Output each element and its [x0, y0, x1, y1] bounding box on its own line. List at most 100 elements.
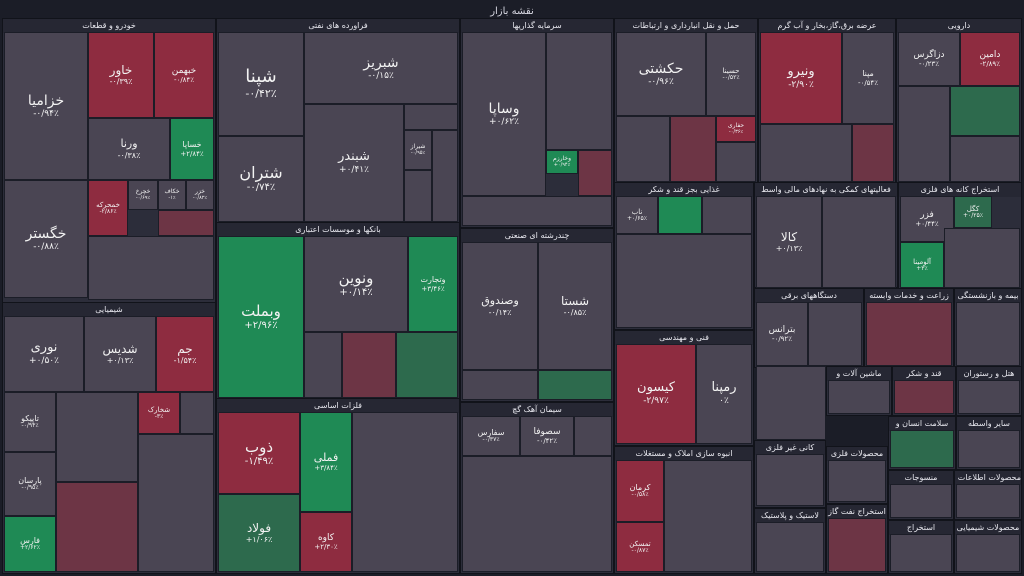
stock-name: فارس — [20, 535, 40, 545]
sector-label-textile: منسوجات — [889, 471, 953, 485]
stock-tile-jam[interactable]: جم -۱/۵۴٪ — [156, 316, 214, 392]
stock-tile-faras[interactable]: فارس +۲/۶۲٪ — [4, 516, 56, 572]
stock-tile-shetran[interactable]: شتران -۰/۷۴٪ — [218, 136, 304, 222]
stock-tile-shebandar[interactable]: شبندر +۰/۴۱٪ — [304, 104, 404, 222]
stock-tile-tamasken[interactable]: تمسکن -۰/۸۷٪ — [616, 522, 664, 572]
stock-change: +۳/۴۶٪ — [421, 284, 445, 293]
stock-tile-vaniro[interactable]: ونیرو -۲/۹۰٪ — [760, 32, 842, 124]
filler-nonmetal — [756, 454, 824, 506]
stock-tile-kaveh[interactable]: کاوه +۲/۳۰٪ — [300, 512, 352, 572]
stock-tile-vesandoogh[interactable]: وصندوق -۰/۱۴٪ — [462, 242, 538, 370]
stock-change: -۰/۹۶٪ — [648, 76, 674, 87]
stock-change: -۰/۵۲٪ — [722, 73, 740, 81]
stock-tile-hefari[interactable]: حفاری -۰/۳۶٪ — [716, 116, 756, 142]
stock-tile-kerman[interactable]: کرمان -۰/۵۸٪ — [616, 460, 664, 522]
sector-label-coal: استخراج — [889, 521, 953, 535]
stock-tile-khesapa[interactable]: خساپا +۲/۸۴٪ — [170, 118, 214, 180]
sector-label-engineering: فنی و مهندسی — [615, 331, 753, 345]
stock-tile-dezagros[interactable]: دزاگرس -۰/۲۳٪ — [898, 32, 960, 86]
stock-tile-mapna[interactable]: مپنا -۰/۵۴٪ — [842, 32, 894, 124]
filler-food — [658, 196, 702, 234]
stock-tile-zob[interactable]: ذوب -۱/۴۹٪ — [218, 412, 300, 494]
sector-label-oil: فراورده های نفتی — [217, 19, 459, 33]
stock-tile-shedis[interactable]: شدیس +۰/۱۳٪ — [84, 316, 156, 392]
stock-change: +۰/۴۱٪ — [339, 165, 369, 176]
stock-change: -۰/۹۴٪ — [21, 422, 39, 430]
stock-tile-damin[interactable]: دامین -۲/۸۹٪ — [960, 32, 1020, 86]
stock-tile-khavar[interactable]: خاور -۰/۳۹٪ — [88, 32, 154, 118]
sector-label-mineral: استخراج کانه های فلزی — [899, 183, 1021, 197]
stock-tile-khazamia[interactable]: خزامیا -۰/۹۴٪ — [4, 32, 88, 180]
stock-tile-shekharak[interactable]: شخارک -۳٪ — [138, 392, 180, 434]
stock-tile-khezar[interactable]: خزر -۰/۸۲٪ — [186, 180, 214, 210]
stock-tile-vebemellat[interactable]: وبملت +۲/۹۶٪ — [218, 236, 304, 398]
stock-tile-shasta[interactable]: شستا -۰/۸۵٪ — [538, 242, 612, 370]
stock-change: +۳/۸۴٪ — [314, 464, 338, 473]
filler-pharma-2 — [950, 86, 1020, 136]
stock-tile-khemohrke[interactable]: خمحرکه -۲/۸۶٪ — [88, 180, 128, 236]
stock-tile-shiraz[interactable]: شیراز -۰/۹۵٪ — [404, 130, 432, 170]
stock-tile-fameli[interactable]: فملی +۳/۸۴٪ — [300, 412, 352, 512]
stock-name: شبریز — [363, 54, 399, 71]
stock-name: شیراز — [410, 142, 426, 150]
stock-tile-varena[interactable]: ورنا -۰/۳۸٪ — [88, 118, 170, 180]
stock-name: تمسکن — [629, 539, 651, 548]
stock-name: وبملت — [241, 301, 281, 320]
sector-label-bank: بانکها و موسسات اعتباری — [217, 223, 459, 237]
stock-change: +۰/۶۵٪ — [627, 214, 647, 222]
stock-tile-vanovin[interactable]: ونوین +۰/۱۴٪ — [304, 236, 408, 332]
stock-tile-hasina[interactable]: حسینا -۰/۵۲٪ — [706, 32, 756, 116]
stock-name: خزامیا — [27, 92, 65, 109]
sector-label-chemprod: محصولات شیمیایی — [955, 521, 1021, 535]
stock-tile-kala[interactable]: کالا +۰/۱۳٪ — [756, 196, 822, 288]
stock-tile-parsan[interactable]: پارسان -۰/۹۵٪ — [4, 452, 56, 516]
stock-tile-nouri[interactable]: نوری +۰/۵۰٪ — [4, 316, 84, 392]
stock-tile-shebriz[interactable]: شبریز -۰/۱۵٪ — [304, 32, 458, 104]
stock-name: شبندر — [338, 149, 370, 165]
stock-tile-kegol[interactable]: کگل +۰/۲۵٪ — [954, 196, 992, 228]
filler-misc — [756, 366, 826, 440]
sector-label-rubber: لاستیک و پلاستیک — [755, 509, 825, 523]
stock-tile-keysoon[interactable]: کیسون -۲/۹۷٪ — [616, 344, 696, 444]
stock-tile-naab[interactable]: ناب +۰/۶۵٪ — [616, 196, 658, 234]
stock-tile-betransa[interactable]: بترانس -۰/۹۲٪ — [756, 302, 808, 366]
filler-it — [956, 484, 1020, 518]
stock-tile-alumina[interactable]: آلومینا +۳٪ — [900, 242, 944, 288]
stock-tile-khegostar[interactable]: خگستر -۰/۸۸٪ — [4, 180, 88, 298]
stock-tile-sesufa[interactable]: سصوفا -۰/۴۲٪ — [520, 416, 574, 456]
stock-change: -۳٪ — [154, 412, 164, 420]
filler-coal — [890, 534, 952, 572]
stock-tile-vasapa[interactable]: وساپا +۰/۶۲٪ — [462, 32, 546, 196]
stock-name: خمحرکه — [96, 200, 120, 209]
sector-label-gas: استخراج نفت گاز — [827, 505, 887, 519]
filler-oil-3 — [404, 170, 432, 222]
stock-tile-foolad[interactable]: فولاد +۱/۰۶٪ — [218, 494, 300, 572]
stock-tile-vetejarat[interactable]: وتجارت +۳/۴۶٪ — [408, 236, 458, 332]
stock-tile-vekharazm[interactable]: وخارزم +۰/۹۴٪ — [546, 150, 578, 174]
sector-label-metalprod: محصولات فلزی — [827, 447, 887, 461]
stock-tile-sefars[interactable]: سفارس -۰/۳۷٪ — [462, 416, 520, 456]
stock-tile-khebahman[interactable]: خبهمن -۰/۸۴٪ — [154, 32, 214, 118]
filler-transport-2 — [670, 116, 716, 182]
stock-tile-shepena[interactable]: شپنا -۰/۴۲٪ — [218, 32, 304, 136]
stock-tile-khechara[interactable]: خچرخ -۰/۶۹٪ — [128, 180, 158, 210]
stock-change: -۰/۴۲٪ — [537, 437, 557, 446]
stock-tile-rampna[interactable]: رمپنا ۰٪ — [696, 344, 752, 444]
sector-label-multi: چندرشته ای صنعتی — [461, 229, 613, 243]
stock-change: -۰/۵۴٪ — [858, 78, 878, 87]
filler-metal — [352, 412, 458, 572]
stock-name: حسینا — [722, 66, 740, 75]
filler-machinery — [828, 380, 890, 414]
filler-utility — [760, 124, 852, 182]
filler-transport — [616, 116, 670, 182]
sector-label-health: سلامت انسان و — [889, 417, 955, 431]
stock-tile-tapiko[interactable]: تاپیکو -۰/۹۴٪ — [4, 392, 56, 452]
filler-oil-2 — [432, 130, 458, 222]
stock-name: شپنا — [245, 66, 277, 88]
sector-label-building: انبوه سازی املاک و مستغلات — [615, 447, 753, 461]
stock-tile-hekeshti[interactable]: حکشتی -۰/۹۶٪ — [616, 32, 706, 116]
stock-name: حفاری — [727, 121, 745, 129]
stock-tile-khekaf[interactable]: خکاف -۱٪ — [158, 180, 186, 210]
stock-change: +۲/۹۶٪ — [244, 319, 278, 331]
